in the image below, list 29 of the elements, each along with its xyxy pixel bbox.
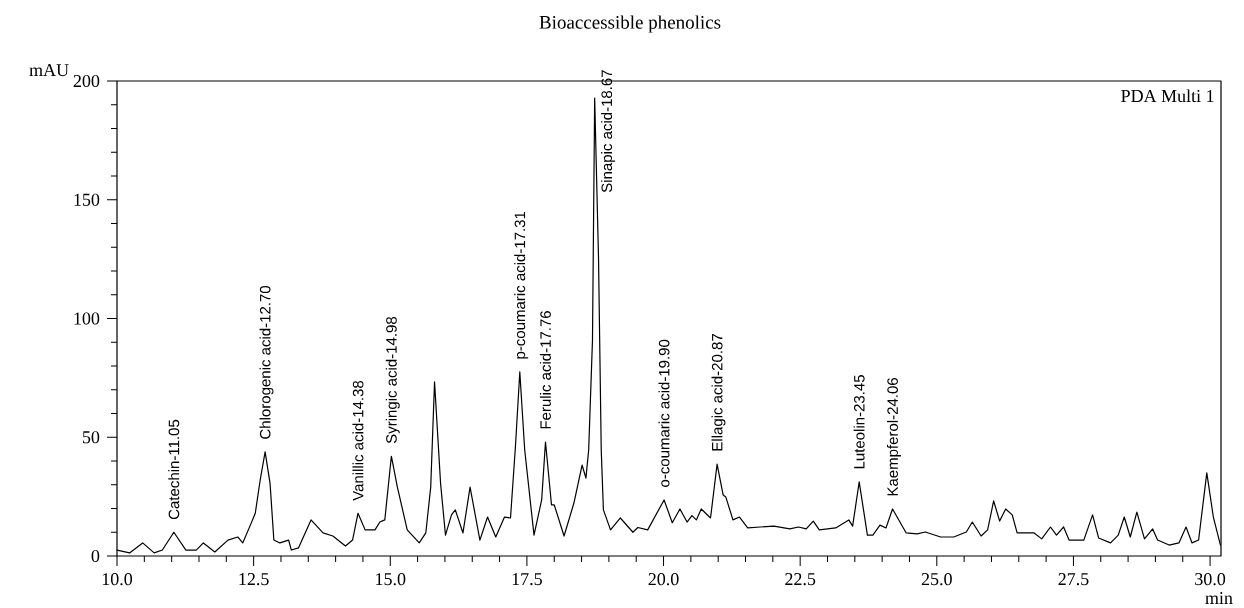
x-axis-title: min <box>1205 592 1233 604</box>
y-axis-title: mAU <box>29 64 69 77</box>
y-tick-label: 50 <box>82 431 100 444</box>
annotation: Sinapic acid-18.67 <box>601 70 616 193</box>
chart-title: Bioaccessible phenolics <box>539 15 721 33</box>
annotation: Ellagic acid-20.87 <box>711 334 726 451</box>
x-tick-label: 30.0 <box>1195 573 1226 586</box>
annotation: Vanillic acid-14.38 <box>352 380 364 501</box>
x-tick-label: 27.5 <box>1058 573 1089 586</box>
x-tick-label: 15.0 <box>376 573 406 586</box>
annotation: Luteolin-23.45 <box>853 375 865 469</box>
annotation: Catechin-11.05 <box>168 419 180 520</box>
x-tick-label: 22.5 <box>785 573 816 586</box>
annotation: Syringic acid-14.98 <box>385 316 400 444</box>
annotation: Chlorogenic acid-12.70 <box>259 285 274 439</box>
annotation: Ferulic acid-17.76 <box>539 311 551 429</box>
annotation: PDA Multi 1 <box>1121 89 1214 103</box>
x-tick-label: 25.0 <box>921 573 952 586</box>
y-tick-label: 100 <box>74 312 100 325</box>
x-tick-label: 17.5 <box>512 573 542 586</box>
y-tick-label: 0 <box>91 549 100 563</box>
annotation: Kaempferol-24.06 <box>886 378 901 496</box>
annotation: p-coumaric acid-17.31 <box>514 211 529 359</box>
y-tick-label: 150 <box>74 193 100 206</box>
y-tick-label: 200 <box>73 74 100 88</box>
annotation: o-coumaric acid-19.90 <box>658 339 670 487</box>
x-tick-label: 12.5 <box>239 573 269 586</box>
x-tick-label: 10.0 <box>102 573 133 586</box>
x-tick-label: 20.0 <box>648 573 679 586</box>
